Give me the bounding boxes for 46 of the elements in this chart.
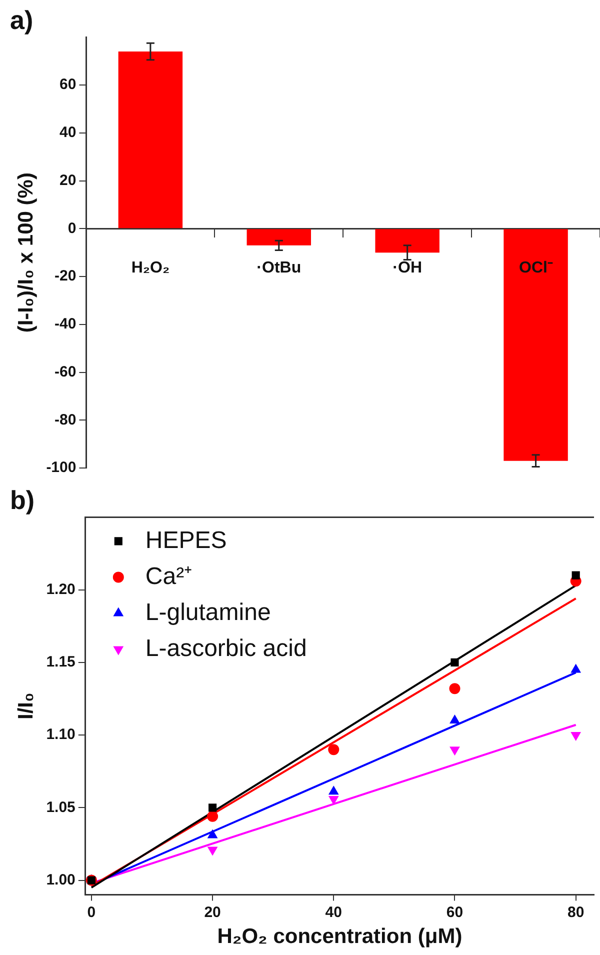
chart-title: b) xyxy=(10,484,35,515)
x-tick-label: 20 xyxy=(204,904,221,921)
x-tick-label: 80 xyxy=(567,904,584,921)
point xyxy=(208,830,218,838)
y-tick-label: -100 xyxy=(46,459,76,476)
y-tick-label: 20 xyxy=(60,172,76,189)
point xyxy=(328,744,340,756)
y-tick-label: 1.00 xyxy=(46,871,76,888)
y-tick-label: 1.20 xyxy=(46,580,76,598)
y-tick-label: 1.10 xyxy=(46,726,76,744)
point xyxy=(450,746,460,756)
y-tick-label: -20 xyxy=(54,268,76,285)
x-tick-label: OCl⁻ xyxy=(519,260,554,277)
point xyxy=(571,664,581,673)
y-tick-label: 60 xyxy=(60,76,76,94)
x-tick-label: ·OtBu xyxy=(256,260,302,277)
x-tick-label: 40 xyxy=(325,904,342,921)
y-axis-title: I/I₀ xyxy=(14,692,38,720)
point xyxy=(328,796,338,804)
point xyxy=(207,810,218,822)
y-axis-title: (I-I₀)/I₀ x 100 (%) xyxy=(14,172,38,333)
y-tick-label: -60 xyxy=(54,363,76,380)
point xyxy=(571,732,581,741)
point xyxy=(450,658,459,666)
point xyxy=(208,846,218,856)
legend-label: Ca²⁺ xyxy=(145,562,192,590)
point xyxy=(449,683,460,694)
y-tick-label: -40 xyxy=(54,316,76,333)
point xyxy=(450,715,460,724)
point xyxy=(208,804,217,812)
x-tick-label: H₂O₂ xyxy=(131,260,170,277)
x-tick-label: 0 xyxy=(87,904,96,921)
legend-label: L-glutamine xyxy=(145,598,271,626)
y-tick-label: 0 xyxy=(68,220,76,237)
y-tick-label: 1.15 xyxy=(46,654,76,671)
x-tick-label: ·OH xyxy=(392,260,422,277)
x-axis-title: H₂O₂ concentration (μM) xyxy=(217,925,462,948)
x-tick-label: 60 xyxy=(446,904,464,921)
y-tick-label: 1.05 xyxy=(46,798,76,816)
point xyxy=(328,786,338,795)
legend-label: HEPES xyxy=(145,526,227,554)
chart-title: a) xyxy=(10,4,34,35)
y-tick-label: -80 xyxy=(54,411,76,428)
y-tick-label: 40 xyxy=(60,124,76,142)
legend-label: L-ascorbic acid xyxy=(145,634,307,662)
point xyxy=(572,571,580,580)
